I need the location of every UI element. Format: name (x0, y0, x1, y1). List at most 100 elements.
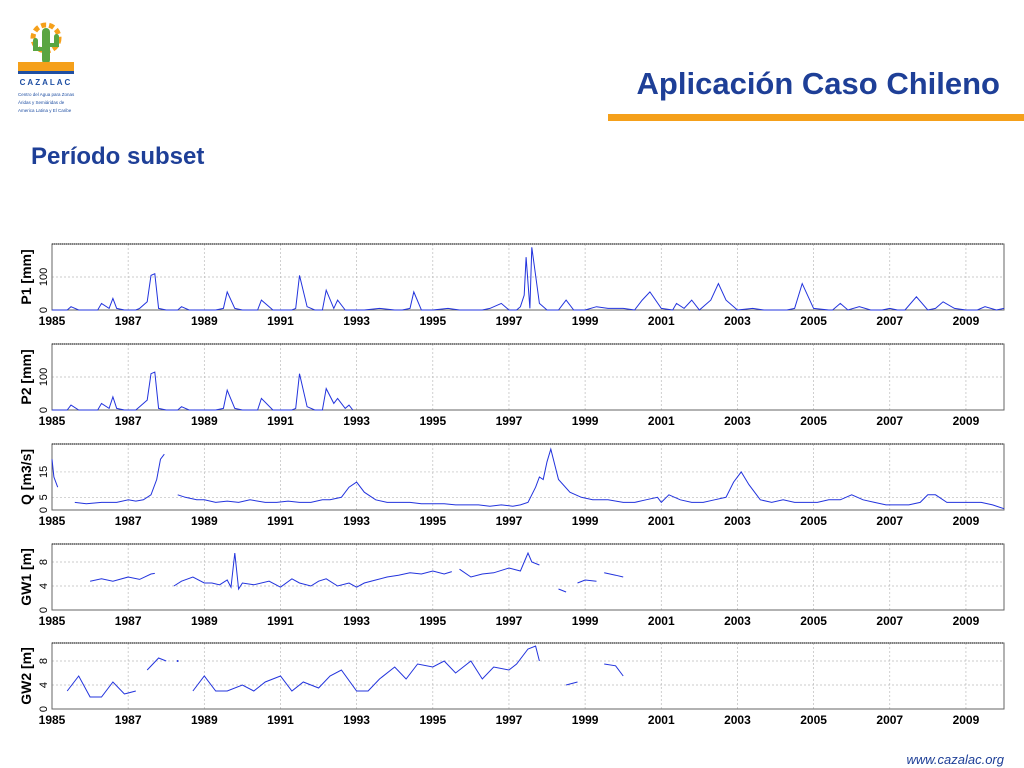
x-tick-label: 2001 (648, 713, 675, 727)
y-tick-label: 0 (38, 507, 50, 513)
x-tick-label: 1991 (267, 314, 294, 328)
y-tick-label: 0 (38, 607, 50, 613)
series-line (51, 459, 59, 488)
series-line (52, 247, 1005, 311)
x-tick-label: 2001 (648, 314, 675, 328)
x-tick-label: 1997 (496, 614, 523, 628)
y-tick-label: 4 (38, 583, 50, 589)
x-tick-label: 1989 (191, 514, 218, 528)
series-line (66, 675, 136, 698)
y-axis-label: GW2 [m] (18, 647, 34, 705)
series-line (459, 551, 540, 578)
brand-name: CAZALAC (19, 78, 73, 87)
brand-tagline-3: America Latina y El Caribe (18, 108, 72, 113)
x-tick-label: 2001 (648, 614, 675, 628)
x-tick-label: 1993 (343, 414, 370, 428)
x-tick-label: 1987 (115, 414, 142, 428)
x-tick-label: 1989 (191, 614, 218, 628)
x-tick-label: 1991 (267, 614, 294, 628)
x-tick-label: 2005 (800, 414, 827, 428)
x-tick-label: 2005 (800, 614, 827, 628)
series-line (558, 588, 567, 593)
x-tick-label: 2003 (724, 713, 751, 727)
x-tick-label: 1995 (419, 414, 446, 428)
y-tick-label: 100 (38, 268, 50, 286)
y-axis-label: P2 [mm] (18, 349, 34, 404)
x-tick-label: 2007 (876, 314, 903, 328)
x-tick-label: 1987 (115, 713, 142, 727)
x-tick-label: 1997 (496, 713, 523, 727)
y-tick-label: 8 (38, 658, 50, 664)
x-tick-label: 2003 (724, 514, 751, 528)
footer-url[interactable]: www.cazalac.org (906, 752, 1004, 767)
y-axis-label: P1 [mm] (18, 249, 34, 304)
x-tick-label: 1985 (39, 514, 66, 528)
x-tick-label: 1989 (191, 713, 218, 727)
x-tick-label: 1997 (496, 514, 523, 528)
x-tick-label: 1985 (39, 614, 66, 628)
x-tick-label: 1991 (267, 514, 294, 528)
series-line (192, 645, 540, 692)
chart-panel-1: 1985 1987 1989 1991 1993 1995 1997 1999 2001 2003… (18, 243, 1005, 328)
page-subtitle: Período subset (31, 143, 205, 170)
series-line (177, 447, 1005, 510)
x-tick-label: 1989 (191, 314, 218, 328)
x-tick-label: 2009 (953, 414, 980, 428)
x-tick-label: 2005 (800, 314, 827, 328)
x-tick-label: 1987 (115, 514, 142, 528)
x-tick-label: 1985 (39, 713, 66, 727)
x-tick-label: 1999 (572, 414, 599, 428)
x-tick-label: 2007 (876, 414, 903, 428)
x-tick-label: 1993 (343, 713, 370, 727)
chart-panel-4: 1985 1987 1989 1991 1993 1995 1997 1999 2001 2003… (18, 543, 1005, 628)
y-tick-label: 0 (38, 407, 50, 413)
x-tick-label: 2007 (876, 514, 903, 528)
x-tick-label: 2001 (648, 414, 675, 428)
x-tick-label: 2009 (953, 514, 980, 528)
x-tick-label: 2005 (800, 514, 827, 528)
x-tick-label: 1987 (115, 614, 142, 628)
x-tick-label: 1995 (419, 614, 446, 628)
x-tick-label: 1989 (191, 414, 218, 428)
x-tick-label: 2005 (800, 713, 827, 727)
x-tick-label: 2003 (724, 414, 751, 428)
x-tick-label: 1991 (267, 414, 294, 428)
x-tick-label: 2009 (953, 314, 980, 328)
x-tick-label: 1999 (572, 713, 599, 727)
y-tick-label: 100 (38, 368, 50, 386)
y-tick-label: 5 (38, 494, 50, 500)
x-tick-label: 1993 (343, 314, 370, 328)
series-line (604, 663, 624, 677)
x-tick-label: 1997 (496, 314, 523, 328)
series-line (565, 681, 578, 686)
plot-frame (51, 642, 1005, 710)
x-tick-label: 1993 (343, 514, 370, 528)
series-line (89, 572, 155, 582)
cactus-sun-icon (18, 22, 74, 74)
x-tick-label: 2007 (876, 614, 903, 628)
brand-tagline-1: Centro del Agua para Zonas (18, 92, 75, 97)
series-line (604, 572, 624, 578)
x-tick-label: 1985 (39, 314, 66, 328)
x-tick-label: 1995 (419, 314, 446, 328)
x-tick-label: 2007 (876, 713, 903, 727)
y-tick-label: 15 (38, 466, 50, 478)
x-tick-label: 2003 (724, 314, 751, 328)
series-line (577, 579, 597, 584)
x-tick-label: 2009 (953, 614, 980, 628)
y-tick-label: 0 (38, 307, 50, 313)
series-line (74, 453, 165, 505)
chart-panel-5: 1985 1987 1989 1991 1993 1995 1997 1999 2001 2003… (18, 642, 1005, 727)
brand-tagline-2: Áridas y Semiáridas de (18, 100, 65, 105)
page-title: Aplicación Caso Chileno (636, 66, 1000, 101)
x-tick-label: 1999 (572, 614, 599, 628)
x-tick-label: 2009 (953, 713, 980, 727)
x-tick-label: 1993 (343, 614, 370, 628)
series-line (146, 657, 167, 671)
y-axis-label: Q [m3/s] (18, 449, 34, 505)
cazalac-logo (18, 22, 74, 74)
x-tick-label: 2003 (724, 614, 751, 628)
series-line (173, 552, 452, 591)
y-axis-label: GW1 [m] (18, 548, 34, 606)
